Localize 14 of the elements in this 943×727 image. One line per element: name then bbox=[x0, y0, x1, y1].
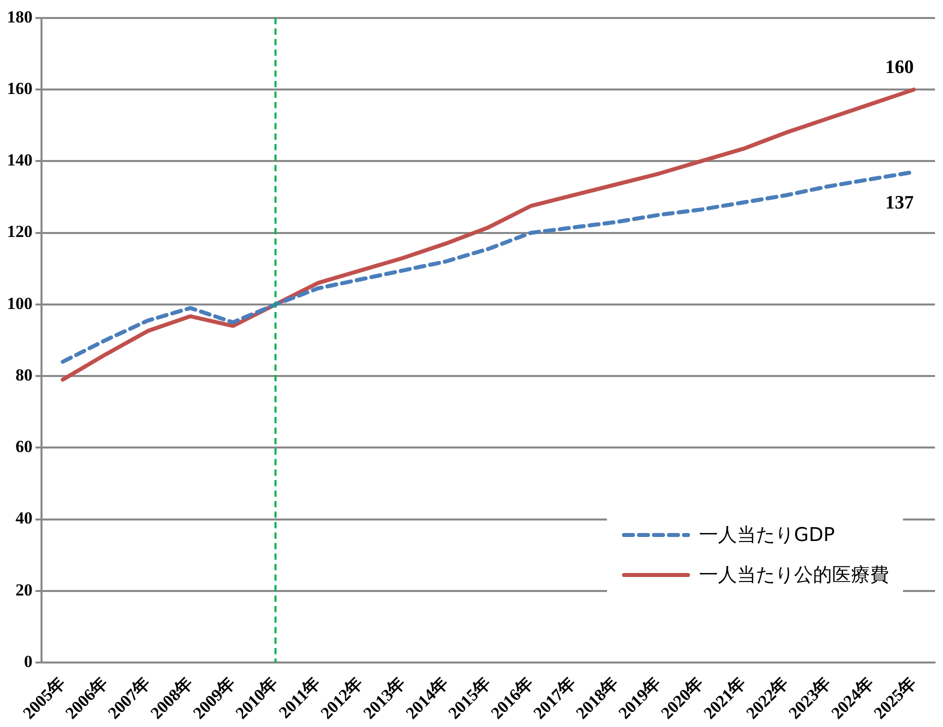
data-label: 160 bbox=[885, 57, 914, 78]
y-tick-label: 40 bbox=[16, 508, 32, 528]
y-tick-label: 160 bbox=[7, 79, 32, 98]
y-tick-label: 180 bbox=[7, 7, 32, 26]
y-tick-label: 140 bbox=[7, 150, 32, 170]
y-tick-label: 120 bbox=[7, 222, 32, 242]
y-tick-label: 60 bbox=[16, 437, 32, 456]
y-tick-label: 80 bbox=[16, 365, 32, 384]
legend-label: 一人当たり公的医療費 bbox=[699, 563, 889, 588]
y-tick-label: 0 bbox=[24, 652, 32, 671]
y-tick-label: 100 bbox=[7, 294, 32, 313]
y-tick-label: 20 bbox=[16, 580, 32, 600]
legend-label: 一人当たりGDP bbox=[699, 523, 835, 548]
data-label: 137 bbox=[885, 192, 914, 214]
